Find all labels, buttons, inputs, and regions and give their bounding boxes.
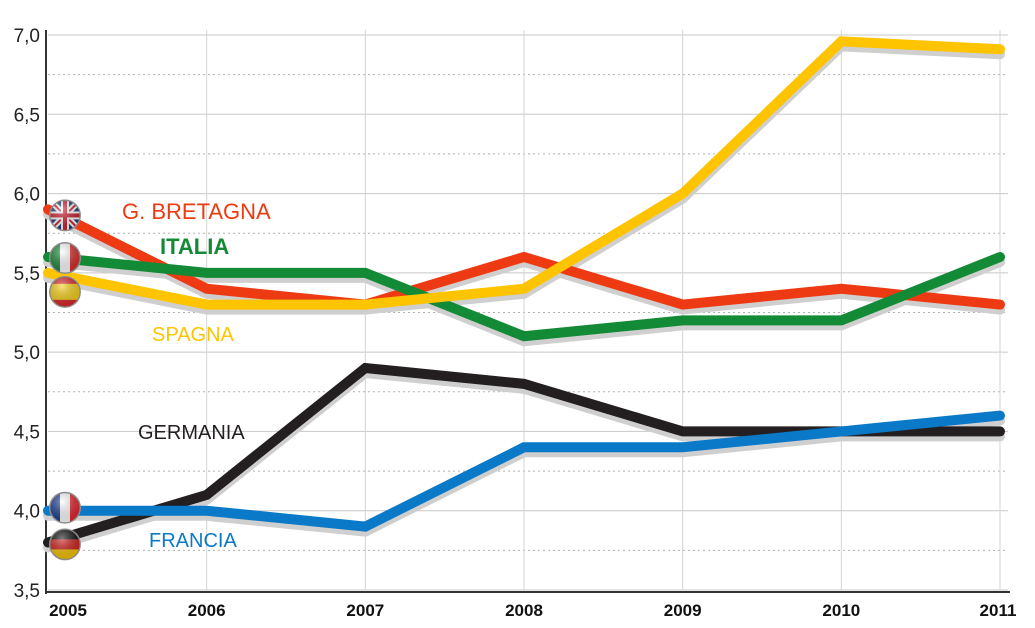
- italy-flag-icon: [49, 242, 81, 274]
- series-label-spagna: SPAGNA: [152, 324, 234, 346]
- series-line-francia: [43, 410, 1005, 532]
- series-line-gbretagna: [43, 204, 1005, 310]
- germany-flag-icon: [49, 528, 81, 561]
- x-tick-label: 2007: [346, 601, 384, 620]
- x-tick-label: 2011: [980, 601, 1017, 620]
- y-tick-label: 4,5: [14, 422, 40, 443]
- series-label-italia: ITALIA: [160, 234, 230, 259]
- y-tick-label: 3,5: [14, 581, 40, 602]
- y-tick-label: 6,0: [14, 185, 40, 206]
- series-line-italia: [43, 252, 1005, 342]
- x-tick-label: 2005: [49, 601, 87, 620]
- x-tick-label: 2006: [188, 601, 226, 620]
- y-tick-label: 7,0: [14, 26, 40, 47]
- series-label-gb: G. BRETAGNA: [122, 199, 271, 224]
- y-tick-label: 5,5: [14, 264, 40, 285]
- y-tick-label: 6,5: [14, 105, 40, 126]
- uk-flag-icon: [49, 199, 81, 232]
- series-label-germania: GERMANIA: [138, 422, 245, 444]
- spain-flag-icon: [49, 275, 81, 308]
- x-tick-label: 2009: [664, 601, 702, 620]
- series-label-francia: FRANCIA: [149, 530, 237, 552]
- series-line-spagna: [43, 36, 1005, 310]
- x-tick-label: 2010: [822, 601, 860, 620]
- y-tick-label: 4,0: [14, 502, 40, 523]
- x-tick-label: 2008: [505, 601, 543, 620]
- france-flag-icon: [49, 491, 81, 524]
- y-tick-label: 5,0: [14, 343, 40, 364]
